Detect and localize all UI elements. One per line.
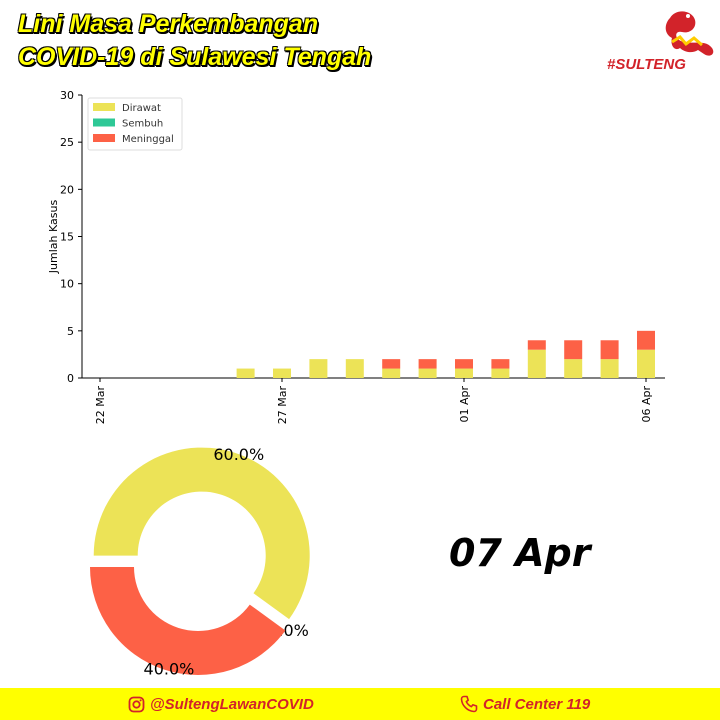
donut-slice-meninggal (90, 567, 286, 675)
legend-swatch-meninggal (93, 134, 115, 142)
instagram-handle: @SultengLawanCOVID (150, 695, 314, 713)
bar-meninggal (418, 359, 437, 369)
footer-instagram[interactable]: @SultengLawanCOVID (128, 688, 314, 720)
donut-label-dirawat: 60.0% (213, 445, 264, 464)
x-tick-label: 27 Mar (276, 386, 289, 425)
y-tick-label: 15 (60, 231, 74, 244)
bar-meninggal (382, 359, 401, 369)
phone-icon (460, 695, 478, 713)
donut-slice-dirawat (93, 447, 310, 620)
footer-call-center[interactable]: Call Center 119 (460, 688, 590, 720)
bar-meninggal (491, 359, 510, 369)
donut-label-meninggal: 40.0% (144, 660, 195, 679)
y-tick-label: 20 (60, 183, 74, 196)
title-line-2: COVID-19 di Sulawesi Tengah (18, 43, 372, 71)
footer-bar: @SultengLawanCOVID Call Center 119 (0, 688, 720, 720)
bar-meninggal (527, 340, 546, 350)
stacked-bar-chart: 0 5 10 15 20 25 30 Jumlah Kasus 22 Mar 27 Mar 01 A… (47, 89, 665, 425)
instagram-icon (128, 696, 145, 712)
bar-meninggal (455, 359, 473, 369)
y-tick-label: 0 (67, 372, 74, 385)
current-date-label: 07 Apr (449, 531, 591, 575)
bar-dirawat (527, 349, 546, 378)
legend-label-dirawat: Dirawat (122, 103, 161, 114)
page-title: Lini Masa Perkembangan COVID-19 di Sulaw… (18, 8, 371, 74)
bar-dirawat (491, 368, 510, 378)
bar-dirawat (455, 368, 473, 378)
y-tick-label: 25 (60, 136, 74, 149)
legend-label-sembuh: Sembuh (122, 119, 163, 130)
bar-dirawat (236, 368, 255, 378)
legend-swatch-dirawat (93, 103, 115, 111)
call-center-text: Call Center 119 (483, 695, 591, 713)
logo-hashtag: #SULTENG (607, 56, 686, 73)
bar-meninggal (600, 340, 619, 360)
x-tick-label: 01 Apr (458, 386, 471, 423)
bar-dirawat (564, 359, 583, 378)
y-tick-label: 5 (67, 325, 74, 338)
legend-swatch-sembuh (93, 118, 115, 127)
bar-dirawat (637, 349, 655, 378)
legend-label-meninggal: Meninggal (122, 134, 174, 145)
y-tick-label: 10 (60, 278, 74, 291)
x-tick-label: 06 Apr (640, 386, 653, 423)
bar-dirawat (600, 359, 619, 378)
bar-meninggal (637, 330, 655, 350)
bar-dirawat (418, 368, 437, 378)
bar-dirawat (309, 359, 328, 378)
bar-dirawat (382, 368, 401, 378)
x-tick-label: 22 Mar (94, 386, 107, 425)
sulteng-logo (665, 11, 714, 56)
bar-dirawat (345, 359, 364, 378)
bar-dirawat (273, 368, 291, 378)
y-tick-label: 30 (60, 89, 74, 102)
title-line-1: Lini Masa Perkembangan (18, 10, 319, 38)
donut-chart: 60.0%0.0%40.0% (90, 445, 310, 679)
bar-meninggal (564, 340, 583, 360)
y-axis-label: Jumlah Kasus (47, 200, 60, 275)
logo-emblem-icon (665, 11, 714, 56)
